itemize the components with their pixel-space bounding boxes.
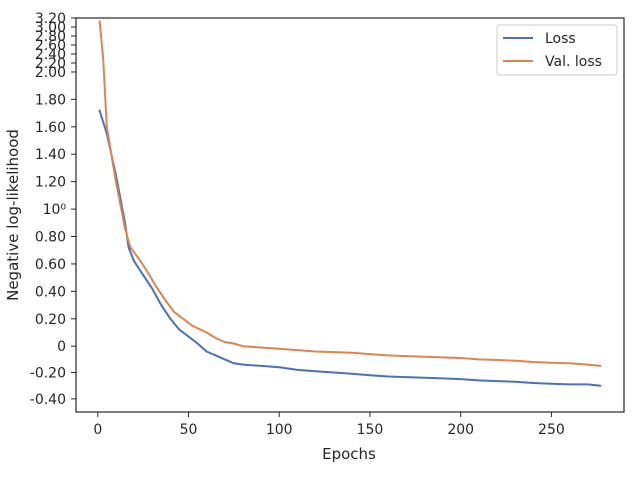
y-tick-label: 0 [57,339,66,355]
y-tick-label: -0.20 [30,366,66,382]
x-axis-ticks: 0 50 100 150 200 250 [93,412,565,438]
legend: Loss Val. loss [496,24,618,76]
y-tick-label: 1.20 [35,175,66,191]
y-tick-label: 3.20 [35,11,66,27]
y-tick-label: 2.40 [35,47,66,63]
x-tick-label: 0 [93,422,102,438]
series-line-loss [98,109,602,387]
plot-frame [75,17,625,413]
y-axis-title: Negative log-likelihood [4,129,22,301]
x-tick-label: 150 [357,422,384,438]
y-tick-label: 2.20 [35,56,66,72]
y-axis-ticks: -0.40 -0.20 0 0.20 0.40 0.60 0.80 10⁰ 1.20 1.40 1.… [30,11,76,408]
y-tick-label: 0.80 [35,230,66,246]
y-tick-label: 2.00 [35,65,66,81]
y-tick-label: 0.40 [35,284,66,300]
x-tick-label: 50 [180,422,198,438]
y-tick-label: 10⁰ [43,202,67,218]
y-tick-label: 3.00 [35,20,66,36]
y-tick-label: 1.80 [35,92,66,108]
x-axis-title: Epochs [322,445,376,463]
y-tick-label: 0.60 [35,257,66,273]
y-tick-label: 2.60 [35,38,66,54]
x-tick-label: 200 [447,422,474,438]
x-tick-label: 100 [266,422,293,438]
legend-label-val-loss: Val. loss [545,54,602,70]
x-tick-label: 250 [538,422,565,438]
series-layer [98,20,602,387]
legend-label-loss: Loss [545,31,576,47]
series-line-val-loss [98,20,602,367]
y-tick-label: -0.40 [30,392,66,408]
y-tick-label: 1.60 [35,120,66,136]
y-tick-label: 1.40 [35,147,66,163]
y-tick-label: 2.80 [35,29,66,45]
y-tick-label: 0.20 [35,312,66,328]
